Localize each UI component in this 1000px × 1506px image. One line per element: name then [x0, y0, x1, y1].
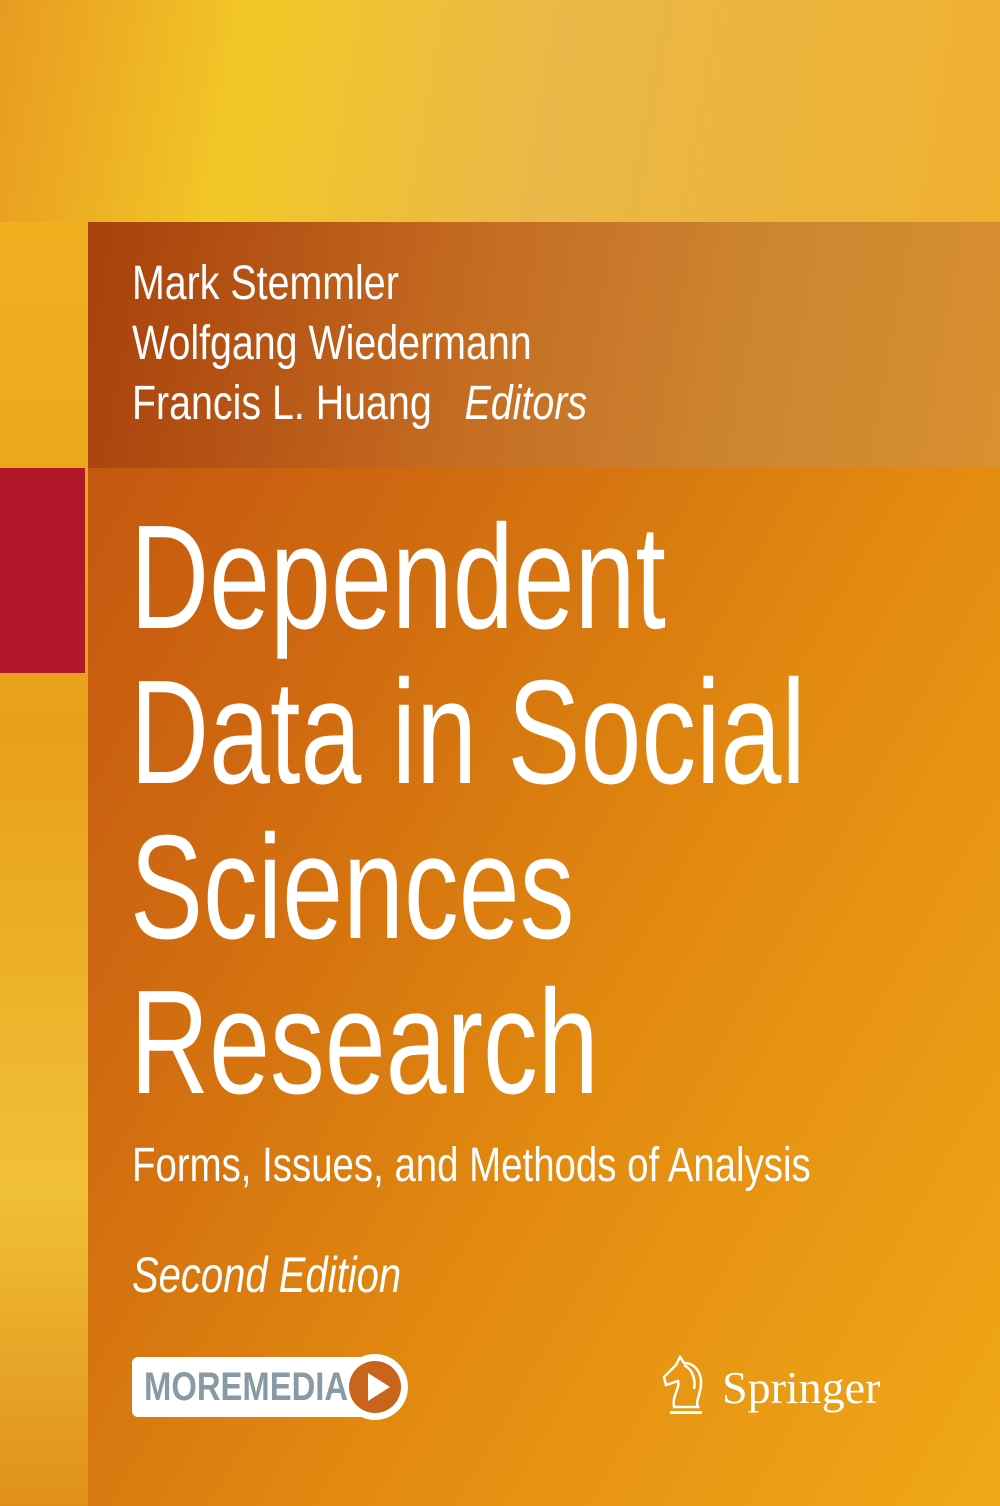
- title-line: Sciences: [130, 805, 575, 970]
- book-subtitle: Forms, Issues, and Methods of Analysis: [132, 1138, 980, 1193]
- editors-label: Editors: [464, 377, 588, 430]
- top-background: [0, 0, 1000, 222]
- moremedia-badge: MOREMEDIA: [132, 1354, 408, 1420]
- publisher-name: Springer: [722, 1361, 881, 1413]
- play-icon: [342, 1354, 408, 1420]
- title-line: Dependent: [130, 495, 666, 660]
- edition-text: Second Edition: [132, 1247, 402, 1303]
- left-strip: [0, 222, 88, 1506]
- red-accent-block: [0, 468, 85, 673]
- book-title: Dependent Data in Social Sciences Resear…: [130, 500, 1000, 1120]
- authors-band: [88, 222, 1000, 468]
- subtitle-text: Forms, Issues, and Methods of Analysis: [132, 1139, 811, 1192]
- author-name: Wolfgang Wiedermann: [132, 317, 532, 370]
- moremedia-label: MOREMEDIA: [144, 1365, 349, 1409]
- title-line: Data in Social: [130, 650, 806, 815]
- publisher-logo: Springer: [660, 1355, 880, 1419]
- title-line: Research: [130, 960, 599, 1125]
- springer-horse-icon: [662, 1355, 703, 1414]
- authors-list: Mark Stemmler Wolfgang Wiedermann Franci…: [132, 254, 687, 434]
- author-name: Francis L. Huang: [132, 377, 432, 430]
- edition: Second Edition: [132, 1246, 468, 1304]
- author-name: Mark Stemmler: [132, 257, 399, 310]
